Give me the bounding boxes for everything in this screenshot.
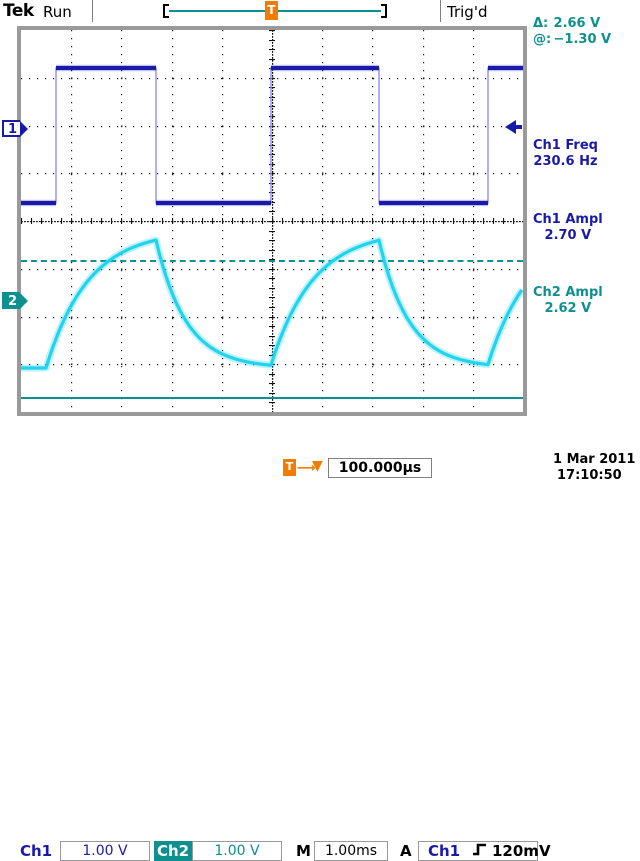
cursor-delta-value: 2.66 V <box>553 16 601 31</box>
graticule-left-rail <box>17 30 21 412</box>
trigger-level-bar <box>513 125 522 129</box>
horizontal-delay-icon: T <box>283 459 296 476</box>
ch1-marker-tip <box>20 120 29 137</box>
graticule-grid <box>21 30 523 412</box>
graticule[interactable] <box>21 30 523 412</box>
measurement-label: Ch1 Freq <box>533 138 598 153</box>
ch2-vertical-scale[interactable]: 1.00 V <box>192 841 282 861</box>
measurement-ch2-ampl[interactable]: Ch2 Ampl 2.62 V <box>533 285 603 317</box>
main-timebase-label: M <box>296 842 311 860</box>
date-display: 1 Mar 2011 <box>553 452 636 467</box>
ch2-marker-label: 2 <box>2 292 21 309</box>
ch2-marker-tip <box>20 292 29 309</box>
cursor-at-value: −1.30 V <box>553 32 612 47</box>
measurement-value: 2.70 V <box>544 228 592 243</box>
trigger-status: Trig'd <box>447 3 488 21</box>
graticule-bottom-rail <box>17 412 527 416</box>
measurement-label: Ch2 Ampl <box>533 285 603 300</box>
bottom-control-bar: Ch1 1.00 V Ch2 1.00 V M 1.00ms A Ch1 120… <box>0 419 640 861</box>
ch1-marker-label: 1 <box>2 120 21 137</box>
ch2-trace-glow <box>21 236 523 372</box>
record-left-bracket <box>163 4 169 18</box>
trigger-level-marker[interactable] <box>505 120 516 134</box>
horizontal-delay-value[interactable]: 100.000µs <box>328 458 432 478</box>
cursor-readout: Δ: 2.66 V @: −1.30 V <box>533 16 611 48</box>
ch2-trace <box>21 238 523 370</box>
graticule-dots <box>21 30 523 412</box>
time-display: 17:10:50 <box>557 468 622 483</box>
measurement-value: 2.62 V <box>544 301 592 316</box>
rising-edge-icon <box>472 842 488 861</box>
trigger-source-label[interactable]: Ch1 <box>428 842 461 860</box>
ch2-position-marker[interactable]: 2 <box>2 292 29 309</box>
record-right-bracket <box>381 4 387 18</box>
graticule-right-rail <box>523 30 527 412</box>
ch1-position-marker[interactable]: 1 <box>2 120 29 137</box>
tek-logo: Tek <box>3 1 34 21</box>
graticule-top-rail <box>17 26 527 30</box>
cursor-line-1[interactable] <box>21 260 523 262</box>
divider-right <box>440 0 441 22</box>
ch2-ground-reference-line[interactable] <box>21 397 523 399</box>
trigger-position-marker-top[interactable]: T <box>265 1 278 20</box>
ch1-trace-edges <box>21 67 523 204</box>
cursor-at-label: @: <box>533 32 552 47</box>
delay-chevron-icon: ▼ <box>312 458 323 474</box>
cursor-delta-label: Δ: <box>533 16 549 31</box>
horizontal-scale[interactable]: 1.00ms <box>314 841 388 861</box>
divider-left <box>92 0 93 22</box>
cursor-at-row: @: −1.30 V <box>533 32 611 48</box>
measurement-ch1-freq[interactable]: Ch1 Freq 230.6 Hz <box>533 138 598 170</box>
ch1-trace <box>21 64 523 207</box>
measurement-value: 230.6 Hz <box>533 154 598 169</box>
ch1-label[interactable]: Ch1 <box>20 842 53 860</box>
ch2-label[interactable]: Ch2 <box>154 841 193 861</box>
measurement-label: Ch1 Ampl <box>533 212 603 227</box>
acquisition-state[interactable]: Run <box>43 3 72 21</box>
waveform-canvas <box>21 64 523 372</box>
rising-edge-glyph <box>473 843 486 856</box>
cursor-delta-row: Δ: 2.66 V <box>533 16 611 32</box>
delay-arrow-icon: ⟶ <box>297 461 316 476</box>
trigger-a-label: A <box>400 842 412 860</box>
measurement-ch1-ampl[interactable]: Ch1 Ampl 2.70 V <box>533 212 603 244</box>
trigger-level-value[interactable]: 120mV <box>492 842 551 860</box>
ch1-vertical-scale[interactable]: 1.00 V <box>60 841 150 861</box>
